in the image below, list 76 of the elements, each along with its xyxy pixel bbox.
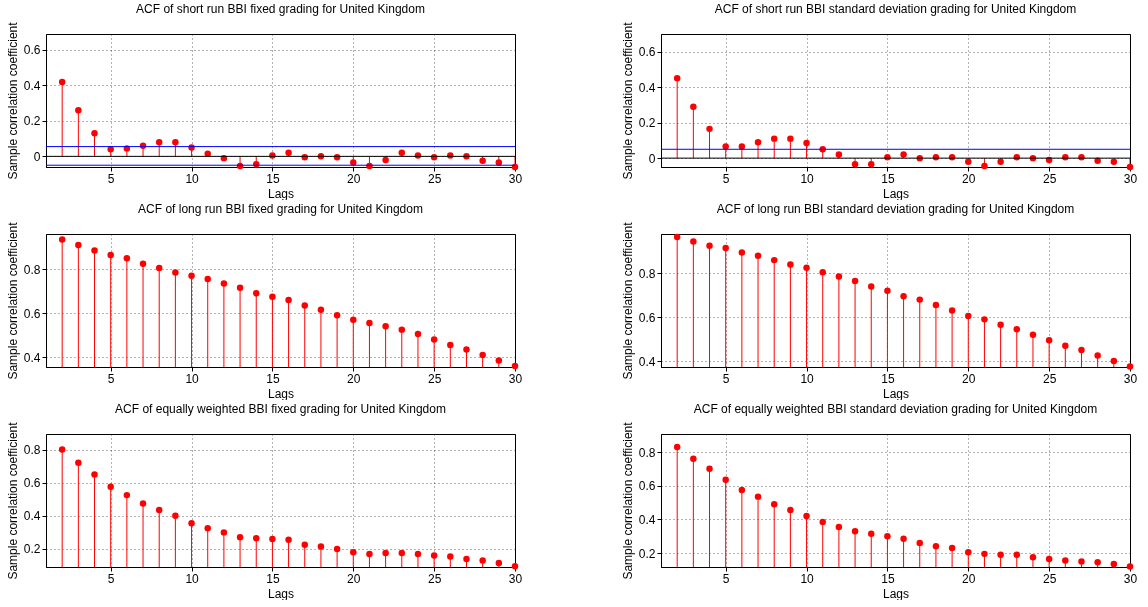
x-tick-label: 30	[508, 571, 523, 586]
x-tick-label: 10	[185, 571, 200, 586]
x-axis-title: Lags	[267, 386, 295, 401]
x-tick-label: 30	[1123, 571, 1138, 586]
y-tick-label: 0.8	[638, 445, 656, 460]
x-tick-label: 10	[800, 171, 815, 186]
y-tick-label: 0.6	[638, 45, 656, 60]
y-tick-label: 0.6	[23, 306, 41, 321]
x-tick-label: 5	[722, 171, 730, 186]
x-tick-label: 30	[1123, 371, 1138, 386]
x-tick-label: 15	[881, 571, 895, 586]
y-tick-label: 0.6	[638, 479, 656, 494]
x-tick-label: 10	[185, 371, 200, 386]
y-tick-label: 0.4	[638, 512, 656, 527]
x-tick-label: 15	[881, 171, 895, 186]
x-tick-label: 20	[962, 371, 976, 386]
chart-title: ACF of equally weighted BBI fixed grading for United Kingdom	[115, 401, 446, 416]
y-tick-label: 0.2	[23, 114, 41, 129]
x-tick-label: 30	[1123, 171, 1138, 186]
chart-title: ACF of equally weighted BBI standard deviation grading for United Kingdom	[693, 401, 1098, 416]
x-tick-label: 5	[107, 571, 115, 586]
y-tick-label: 0.6	[23, 476, 41, 491]
x-tick-label: 15	[266, 171, 280, 186]
y-tick-label: 0.6	[23, 43, 41, 58]
x-tick-label: 20	[962, 571, 976, 586]
y-tick-label: 0.4	[23, 509, 41, 524]
x-tick-label: 15	[266, 371, 280, 386]
x-axis-title: Lags	[267, 186, 295, 201]
x-tick-label: 10	[800, 371, 815, 386]
x-tick-label: 25	[427, 171, 442, 186]
y-tick-label: 0	[33, 149, 41, 164]
x-tick-label: 5	[722, 571, 730, 586]
x-tick-label: 30	[508, 171, 523, 186]
y-tick-label: 0.4	[23, 350, 41, 365]
y-axis-title: Sample correlation coefficient	[5, 221, 20, 380]
y-tick-label: 0.2	[638, 546, 656, 561]
x-tick-label: 25	[1042, 371, 1057, 386]
x-tick-label: 25	[427, 571, 442, 586]
x-tick-label: 25	[1042, 171, 1057, 186]
x-tick-label: 20	[962, 171, 976, 186]
x-tick-label: 20	[347, 571, 361, 586]
chart-title: ACF of long run BBI fixed grading for United Kingdom	[138, 201, 423, 216]
y-axis-title: Sample correlation coefficient	[620, 21, 635, 180]
y-tick-label: 0.8	[638, 266, 656, 281]
x-tick-label: 15	[881, 371, 895, 386]
x-tick-label: 5	[107, 371, 115, 386]
x-tick-label: 25	[1042, 571, 1057, 586]
x-tick-label: 15	[266, 571, 280, 586]
x-tick-label: 20	[347, 171, 361, 186]
chart-title: ACF of short run BBI fixed grading for United Kingdom	[136, 1, 425, 16]
y-tick-label: 0.4	[638, 80, 656, 95]
x-tick-label: 10	[800, 571, 815, 586]
y-tick-label: 0.8	[23, 443, 41, 458]
y-axis-title: Sample correlation coefficient	[620, 221, 635, 380]
x-tick-label: 20	[347, 371, 361, 386]
chart-title: ACF of long run BBI standard deviation grading for United Kingdom	[716, 201, 1075, 216]
y-tick-label: 0.2	[638, 116, 656, 131]
y-tick-label: 0.4	[23, 78, 41, 93]
y-axis-title: Sample correlation coefficient	[5, 21, 20, 180]
y-tick-label: 0.4	[638, 354, 656, 369]
x-axis-title: Lags	[882, 386, 910, 401]
x-tick-label: 30	[508, 371, 523, 386]
x-tick-label: 5	[107, 171, 115, 186]
chart-title: ACF of short run BBI standard deviation grading for United Kingdom	[714, 1, 1077, 16]
y-tick-label: 0.2	[23, 542, 41, 557]
x-tick-label: 5	[722, 371, 730, 386]
y-tick-label: 0.6	[638, 310, 656, 325]
x-tick-label: 25	[427, 371, 442, 386]
y-tick-label: 0.8	[23, 262, 41, 277]
x-axis-title: Lags	[882, 186, 910, 201]
x-tick-label: 10	[185, 171, 200, 186]
x-axis-title: Lags	[882, 586, 910, 601]
y-tick-label: 0	[648, 151, 656, 166]
y-axis-title: Sample correlation coefficient	[620, 421, 635, 580]
y-axis-title: Sample correlation coefficient	[5, 421, 20, 580]
x-axis-title: Lags	[267, 586, 295, 601]
